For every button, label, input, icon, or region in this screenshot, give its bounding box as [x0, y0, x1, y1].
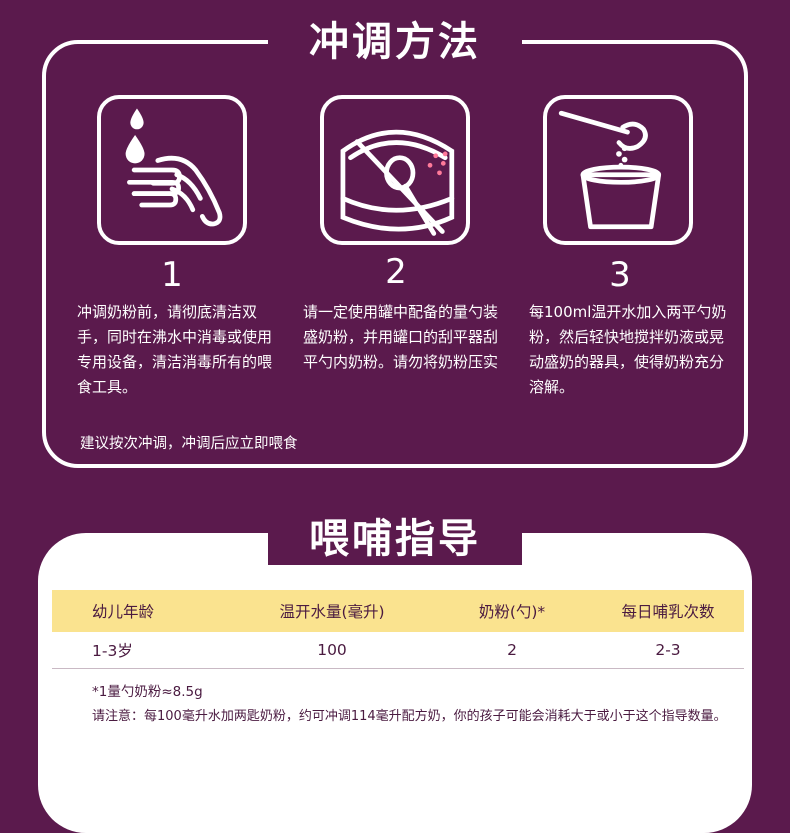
- preparation-title: 冲调方法: [309, 19, 481, 65]
- preparation-title-wrap: 冲调方法: [268, 8, 522, 68]
- cell-feedings: 2-3: [655, 641, 681, 659]
- header-feedings: 每日哺乳次数: [621, 603, 715, 621]
- feeding-disclaimer: 请注意：每100毫升水加两匙奶粉，约可冲调114毫升配方奶，你的孩子可能会消耗大…: [92, 709, 727, 724]
- preparation-note: 建议按次冲调，冲调后应立即喂食: [80, 436, 298, 452]
- step-1-text: 冲调奶粉前，请彻底清洁双手，同时在沸水中消毒或使用专用设备，清洁消毒所有的喂食工…: [77, 303, 273, 396]
- step-2-number: 2: [385, 252, 407, 292]
- cell-water: 100: [317, 641, 347, 659]
- step-1-number: 1: [161, 255, 183, 295]
- pouring-powder-cup-icon: [543, 95, 693, 245]
- header-water: 温开水量(毫升): [279, 603, 385, 621]
- step-3-text: 每100ml温开水加入两平勺奶粉，然后轻快地搅拌奶液或晃动盛奶的器具，使得奶粉充…: [529, 303, 727, 396]
- header-age: 幼儿年龄: [92, 603, 155, 621]
- step-2-text: 请一定使用罐中配备的量勺装盛奶粉，并用罐口的刮平器刮平勺内奶粉。请勿将奶粉压实: [303, 303, 499, 371]
- table-row: 1-3岁 100 2 2-3: [52, 632, 744, 669]
- cell-age: 1-3岁: [92, 642, 133, 660]
- hand-washing-icon: [97, 95, 247, 245]
- step-3-number: 3: [609, 255, 631, 295]
- header-powder: 奶粉(勺)*: [478, 603, 546, 621]
- cell-powder: 2: [507, 641, 517, 659]
- feeding-table: 幼儿年龄 温开水量(毫升) 奶粉(勺)* 每日哺乳次数 1-3岁 100 2 2…: [52, 590, 744, 669]
- scoop-leveling-icon: [320, 95, 470, 245]
- feeding-panel: [38, 533, 752, 833]
- feeding-title: 喂哺指导: [309, 516, 481, 562]
- feeding-title-wrap: 喂哺指导: [268, 505, 522, 565]
- feeding-table-header: 幼儿年龄 温开水量(毫升) 奶粉(勺)* 每日哺乳次数: [52, 590, 744, 632]
- scoop-weight-note: *1量勺奶粉≈8.5g: [92, 684, 203, 700]
